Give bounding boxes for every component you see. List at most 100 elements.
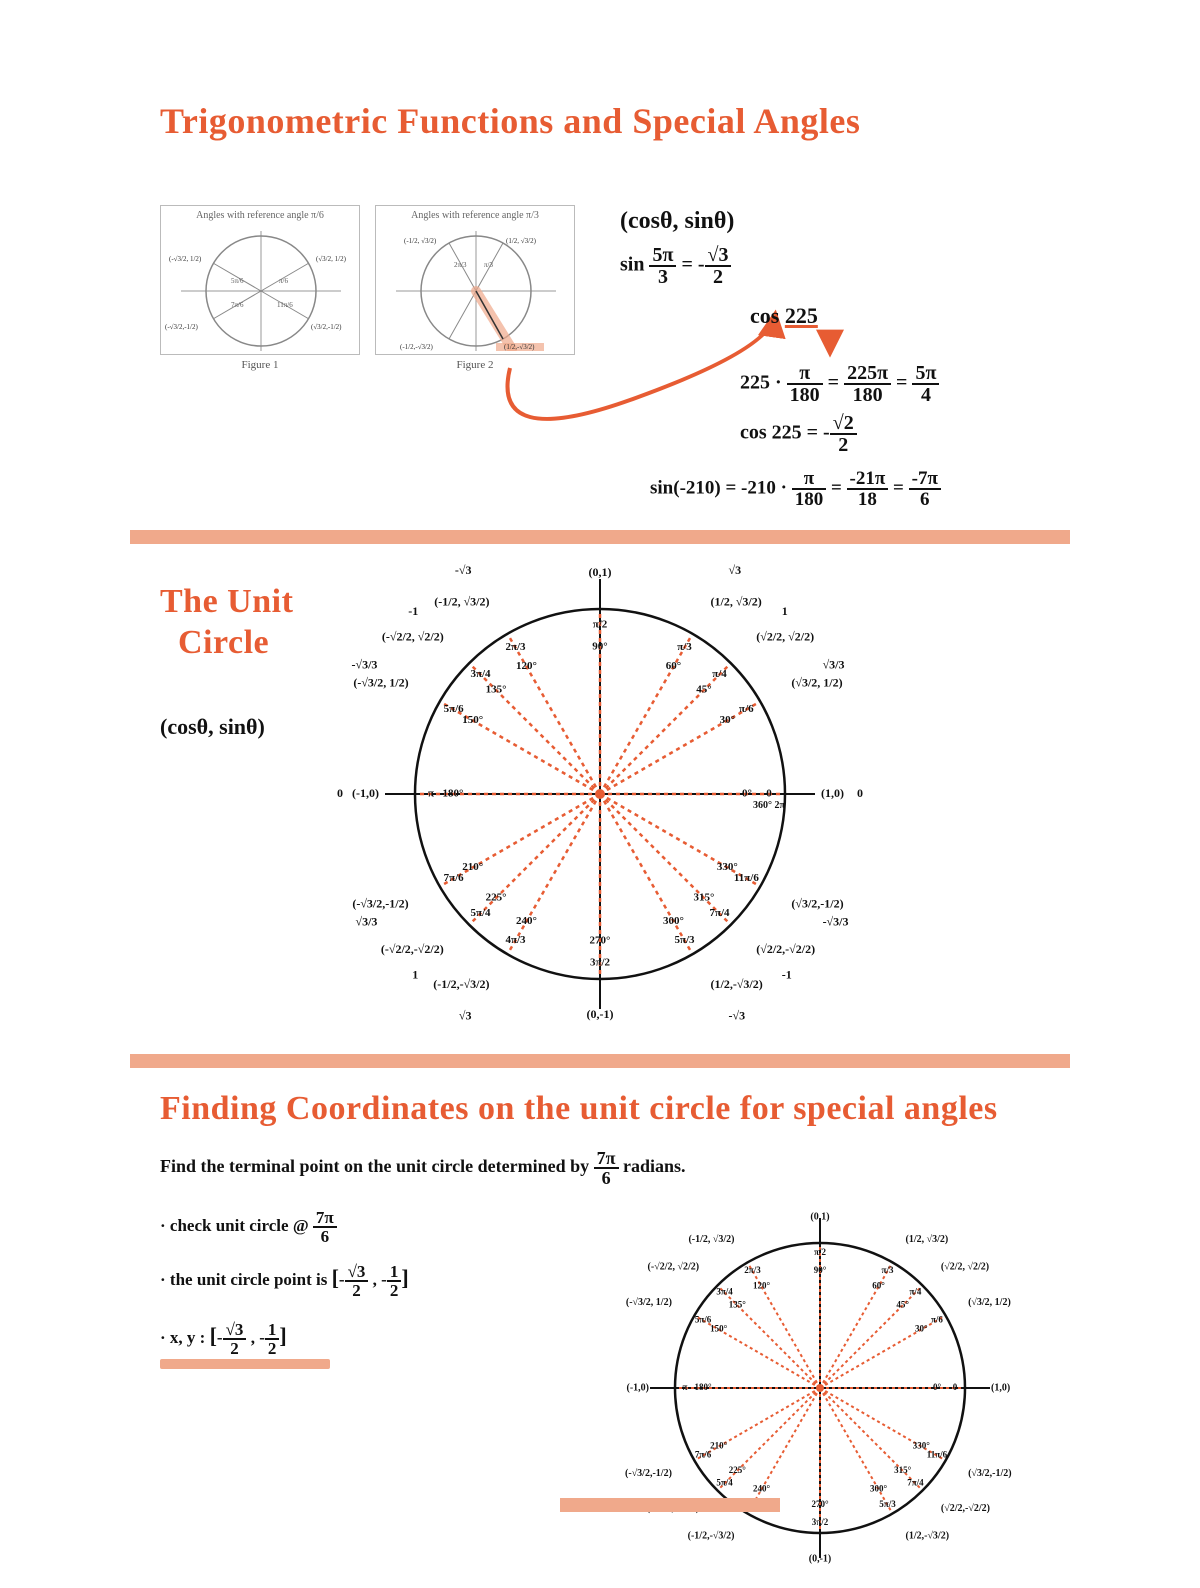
svg-text:(0,1): (0,1) <box>810 1211 829 1222</box>
svg-text:7π/6: 7π/6 <box>695 1450 712 1460</box>
svg-text:180°: 180° <box>694 1382 712 1392</box>
svg-text:60°: 60° <box>666 660 681 672</box>
page: Trigonometric Functions and Special Angl… <box>130 60 1070 1490</box>
svg-text:315°: 315° <box>693 891 714 903</box>
svg-text:(1/2,-√3/2): (1/2,-√3/2) <box>504 343 535 351</box>
svg-text:(-√3/2, 1/2): (-√3/2, 1/2) <box>353 675 408 689</box>
section-2: The Unit Circle (cosθ, sinθ) 0°0(1,0)030… <box>130 544 1070 1054</box>
svg-text:5π/6: 5π/6 <box>231 277 244 285</box>
section-3-prompt: Find the terminal point on the unit circ… <box>160 1149 1070 1187</box>
svg-text:60°: 60° <box>872 1281 885 1291</box>
svg-text:(-1/2, √3/2): (-1/2, √3/2) <box>404 237 437 245</box>
svg-text:90°: 90° <box>592 641 607 653</box>
svg-text:(-√3/2, 1/2): (-√3/2, 1/2) <box>626 1297 672 1308</box>
svg-text:π/2: π/2 <box>814 1247 826 1257</box>
svg-text:120°: 120° <box>753 1281 771 1291</box>
svg-text:π/3: π/3 <box>484 261 493 269</box>
svg-text:π: π <box>428 788 434 800</box>
bottom-highlight <box>560 1498 780 1512</box>
svg-text:0: 0 <box>766 788 772 800</box>
svg-text:(-√2/2, √2/2): (-√2/2, √2/2) <box>648 1261 700 1272</box>
svg-text:(-1/2, √3/2): (-1/2, √3/2) <box>434 594 489 608</box>
svg-text:√3: √3 <box>459 1008 472 1022</box>
figure-2-title: Angles with reference angle π/3 <box>376 206 574 221</box>
svg-text:π/4: π/4 <box>712 668 727 680</box>
cos225-label: cos 225 <box>750 303 1060 329</box>
svg-text:135°: 135° <box>729 1299 747 1309</box>
svg-text:0: 0 <box>857 786 863 800</box>
svg-text:π/3: π/3 <box>677 641 692 653</box>
svg-text:(√2/2,-√2/2): (√2/2,-√2/2) <box>756 942 815 956</box>
svg-text:(-1/2,-√3/2): (-1/2,-√3/2) <box>400 343 433 351</box>
figure-2-svg: (1/2, √3/2) (-1/2, √3/2) (1/2,-√3/2) (-1… <box>376 221 576 351</box>
svg-text:-√3/3: -√3/3 <box>352 657 378 671</box>
section-3-title: Finding Coordinates on the unit circle f… <box>160 1088 1070 1131</box>
svg-text:(√3/2,-1/2): (√3/2,-1/2) <box>311 323 342 331</box>
svg-text:π/6: π/6 <box>279 277 288 285</box>
svg-text:30°: 30° <box>915 1324 928 1334</box>
svg-text:-√3: -√3 <box>455 563 472 577</box>
svg-text:3π/2: 3π/2 <box>812 1517 829 1527</box>
svg-text:180°: 180° <box>443 788 464 800</box>
svg-text:0°: 0° <box>742 788 752 800</box>
svg-text:240°: 240° <box>516 915 537 927</box>
figure-1: Angles with reference angle π/6 (√3/2, 1… <box>160 205 360 371</box>
figure-1-title: Angles with reference angle π/6 <box>161 206 359 221</box>
divider-2 <box>130 1054 1070 1068</box>
svg-text:5π/4: 5π/4 <box>716 1478 733 1488</box>
svg-text:225°: 225° <box>486 891 507 903</box>
svg-text:√3: √3 <box>729 563 742 577</box>
svg-text:30°: 30° <box>720 714 735 726</box>
svg-text:5π/3: 5π/3 <box>674 934 695 946</box>
svg-text:300°: 300° <box>870 1483 888 1493</box>
svg-text:(-1,0): (-1,0) <box>627 1382 650 1393</box>
svg-text:√3/3: √3/3 <box>356 914 378 928</box>
section-1: Trigonometric Functions and Special Angl… <box>130 100 1070 530</box>
svg-text:(√3/2, 1/2): (√3/2, 1/2) <box>968 1297 1011 1308</box>
svg-text:(-√2/2,-√2/2): (-√2/2,-√2/2) <box>381 942 444 956</box>
svg-text:(-√3/2,-1/2): (-√3/2,-1/2) <box>352 896 408 910</box>
svg-text:11π/6: 11π/6 <box>734 872 759 884</box>
svg-text:(√3/2, 1/2): (√3/2, 1/2) <box>791 675 842 689</box>
svg-text:(0,-1): (0,-1) <box>587 1007 614 1021</box>
svg-text:(0,1): (0,1) <box>589 565 612 579</box>
svg-text:210°: 210° <box>462 861 483 873</box>
svg-text:π/2: π/2 <box>593 619 608 631</box>
svg-text:45°: 45° <box>696 684 711 696</box>
svg-text:5π/6: 5π/6 <box>444 703 465 715</box>
svg-text:270°: 270° <box>590 935 611 947</box>
svg-text:2π/3: 2π/3 <box>744 1265 761 1275</box>
svg-text:π: π <box>683 1382 688 1392</box>
svg-text:240°: 240° <box>753 1483 771 1493</box>
svg-text:5π/4: 5π/4 <box>470 907 491 919</box>
cos-sin-pair: (cosθ, sinθ) <box>620 208 1060 235</box>
svg-text:5π/6: 5π/6 <box>695 1315 712 1325</box>
svg-text:0: 0 <box>337 786 343 800</box>
svg-text:1: 1 <box>782 604 788 618</box>
svg-text:(1/2, √3/2): (1/2, √3/2) <box>711 594 762 608</box>
svg-text:90°: 90° <box>814 1265 827 1275</box>
svg-text:5π/3: 5π/3 <box>879 1499 896 1509</box>
svg-text:7π/4: 7π/4 <box>709 907 730 919</box>
svg-text:(√2/2, √2/2): (√2/2, √2/2) <box>941 1261 989 1272</box>
svg-text:(0,-1): (0,-1) <box>809 1553 832 1564</box>
svg-text:0°: 0° <box>933 1382 942 1392</box>
svg-text:2π/3: 2π/3 <box>454 261 467 269</box>
svg-text:1: 1 <box>412 967 418 981</box>
svg-text:-√3: -√3 <box>729 1008 746 1022</box>
svg-text:360° 2π: 360° 2π <box>753 800 785 811</box>
svg-text:(√3/2,-1/2): (√3/2,-1/2) <box>791 896 843 910</box>
svg-text:√3/3: √3/3 <box>823 657 845 671</box>
svg-text:210°: 210° <box>710 1441 728 1451</box>
svg-text:3π/4: 3π/4 <box>716 1287 733 1297</box>
svg-text:3π/4: 3π/4 <box>470 668 491 680</box>
figure-1-svg: (√3/2, 1/2) (-√3/2, 1/2) (√3/2,-1/2) (-√… <box>161 221 361 351</box>
svg-text:4π/3: 4π/3 <box>505 934 526 946</box>
svg-text:(-1/2,-√3/2): (-1/2,-√3/2) <box>688 1530 735 1541</box>
svg-text:(1,0): (1,0) <box>991 1382 1010 1393</box>
svg-text:7π/6: 7π/6 <box>231 301 244 309</box>
svg-text:3π/2: 3π/2 <box>590 957 611 969</box>
svg-text:(-1/2,-√3/2): (-1/2,-√3/2) <box>433 977 489 991</box>
mini-unit-circle-svg: 0°0(1,0)30°π/6(√3/2, 1/2)45°π/4(√2/2, √2… <box>560 1208 1040 1588</box>
unit-circle-svg: 0°0(1,0)030°π/6(√3/2, 1/2)√3/345°π/4(√2/… <box>130 544 1070 1054</box>
